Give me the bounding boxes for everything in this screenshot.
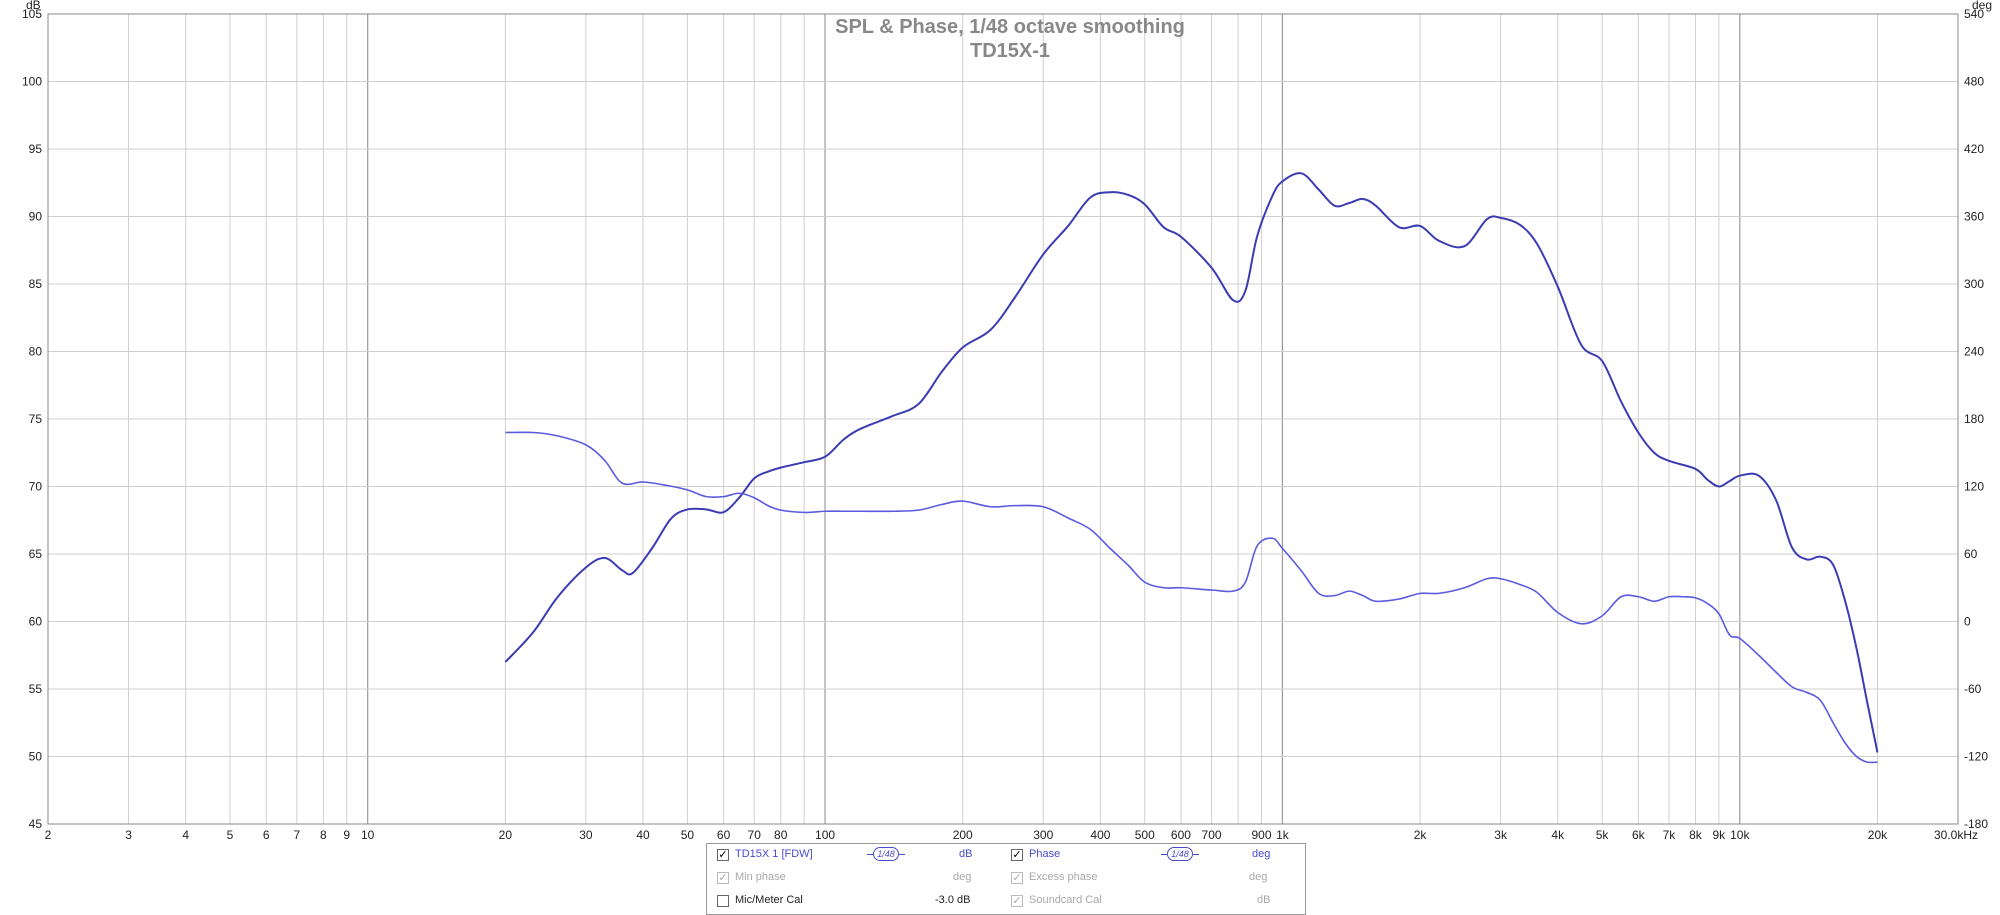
- y-right-tick-label: 180: [1964, 412, 1984, 426]
- y-left-tick-label: 105: [22, 7, 42, 21]
- y-right-tick-label: -60: [1964, 682, 1982, 696]
- soundcard-cal-label: Soundcard Cal: [1029, 894, 1102, 906]
- x-tick-label: 7: [293, 828, 300, 842]
- x-tick-label: 5: [227, 828, 234, 842]
- y-right-tick-label: 360: [1964, 210, 1984, 224]
- y-left-tick-label: 90: [29, 210, 43, 224]
- y-left-tick-label: 70: [29, 480, 43, 494]
- min-phase-checkbox[interactable]: ✓: [717, 872, 729, 884]
- x-tick-label: 6k: [1632, 828, 1646, 842]
- mic-cal-checkbox[interactable]: [717, 895, 729, 907]
- x-tick-label: 100: [815, 828, 835, 842]
- y-left-tick-label: 80: [29, 345, 43, 359]
- mic-cal-value: -3.0 dB: [935, 894, 971, 906]
- chart-subtitle: TD15X-1: [970, 40, 1050, 62]
- phase-unit: deg: [1252, 848, 1271, 860]
- x-tick-label: 400: [1090, 828, 1110, 842]
- x-tick-label: 60: [717, 828, 731, 842]
- x-tick-label: 10k: [1730, 828, 1750, 842]
- x-tick-label: 20k: [1868, 828, 1888, 842]
- legend-panel: ✓ TD15X 1 [FDW] 1/48 dB ✓ Phase 1/48 deg…: [706, 843, 1306, 915]
- min-phase-unit: deg: [953, 871, 972, 883]
- phase-checkbox[interactable]: ✓: [1011, 849, 1023, 861]
- spl-phase-chart: 2 3 4 5 6 7 8 9 10 20 30 40 50 60 70 80 100 200 300 400 500 6…: [22, 0, 1992, 842]
- x-tick-label: 5k: [1596, 828, 1610, 842]
- y-right-tick-label: 420: [1964, 142, 1984, 156]
- y-right-tick-label: 120: [1964, 480, 1984, 494]
- right-axis-unit: deg: [1972, 0, 1992, 12]
- spl-unit: dB: [959, 848, 973, 860]
- excess-phase-label: Excess phase: [1029, 871, 1098, 883]
- y-left-tick-label: 95: [29, 142, 43, 156]
- x-tick-label: 2: [45, 828, 52, 842]
- y-right-tick-label: 540: [1964, 7, 1984, 21]
- x-tick-label: 300: [1033, 828, 1053, 842]
- x-tick-label: 600: [1171, 828, 1191, 842]
- x-tick-label: 80: [774, 828, 788, 842]
- x-tick-label: 1k: [1276, 828, 1290, 842]
- y-left-tick-label: 45: [29, 817, 43, 831]
- y-left-tick-label: 60: [29, 615, 43, 629]
- y-left-tick-label: 85: [29, 277, 43, 291]
- y-right-tick-label: 0: [1964, 615, 1971, 629]
- x-tick-label: 8: [320, 828, 327, 842]
- x-tick-label: 8k: [1689, 828, 1703, 842]
- phase-label: Phase: [1029, 848, 1061, 860]
- x-tick-label: 40: [636, 828, 650, 842]
- soundcard-cal-checkbox[interactable]: ✓: [1011, 895, 1023, 907]
- x-tick-label: 6: [263, 828, 270, 842]
- x-tick-label: 500: [1135, 828, 1155, 842]
- phase-smoothing-badge[interactable]: 1/48: [1161, 847, 1199, 861]
- x-tick-label: 70: [748, 828, 762, 842]
- y-right-tick-label: 60: [1964, 547, 1978, 561]
- y-right-tick-label: 480: [1964, 75, 1984, 89]
- y-left-tick-label: 100: [22, 75, 42, 89]
- x-tick-label: 3k: [1494, 828, 1508, 842]
- spl-checkbox[interactable]: ✓: [717, 849, 729, 861]
- x-tick-label: 9: [343, 828, 350, 842]
- excess-phase-unit: deg: [1249, 871, 1268, 883]
- y-right-tick-label: -180: [1964, 817, 1988, 831]
- phase-series-line: [505, 431, 1878, 764]
- chart-title: SPL & Phase, 1/48 octave smoothing: [835, 16, 1185, 38]
- y-right-tick-label: 240: [1964, 345, 1984, 359]
- x-tick-label: 30.0kHz: [1934, 828, 1978, 842]
- x-tick-label: 10: [361, 828, 375, 842]
- spl-series-line: [504, 172, 1879, 753]
- spl-smoothing-badge[interactable]: 1/48: [867, 847, 905, 861]
- legend-row-spl: ✓ TD15X 1 [FDW] 1/48 dB ✓ Phase 1/48 deg: [707, 844, 1305, 866]
- left-axis-unit: dB: [26, 0, 41, 12]
- x-tick-label: 30: [579, 828, 593, 842]
- y-left-tick-label: 75: [29, 412, 43, 426]
- y-left-tick-label: 50: [29, 750, 43, 764]
- plot-frame: [47, 13, 1959, 825]
- x-tick-label: 4k: [1551, 828, 1565, 842]
- y-left-tick-label: 55: [29, 682, 43, 696]
- legend-row-cal: Mic/Meter Cal -3.0 dB ✓ Soundcard Cal dB: [707, 890, 1305, 912]
- spl-label: TD15X 1 [FDW]: [735, 848, 813, 860]
- tick-labels: 2 3 4 5 6 7 8 9 10 20 30 40 50 60 70 80 100 200 300 400 500 6…: [22, 7, 1988, 842]
- min-phase-label: Min phase: [735, 871, 786, 883]
- x-tick-label: 2k: [1414, 828, 1428, 842]
- x-tick-label: 3: [125, 828, 132, 842]
- y-right-tick-label: 300: [1964, 277, 1984, 291]
- x-tick-label: 200: [953, 828, 973, 842]
- x-tick-label: 50: [681, 828, 695, 842]
- x-tick-label: 900: [1251, 828, 1271, 842]
- x-tick-label: 700: [1202, 828, 1222, 842]
- legend-row-min-phase: ✓ Min phase deg ✓ Excess phase deg: [707, 867, 1305, 889]
- series-group: [504, 172, 1879, 764]
- soundcard-cal-unit: dB: [1257, 894, 1271, 906]
- x-tick-label: 4: [182, 828, 189, 842]
- y-left-tick-label: 65: [29, 547, 43, 561]
- excess-phase-checkbox[interactable]: ✓: [1011, 872, 1023, 884]
- y-right-tick-label: -120: [1964, 750, 1988, 764]
- x-tick-label: 9k: [1713, 828, 1727, 842]
- x-tick-label: 20: [499, 828, 513, 842]
- grid-lines: [47, 13, 1959, 825]
- x-tick-label: 7k: [1663, 828, 1677, 842]
- mic-cal-label: Mic/Meter Cal: [735, 894, 803, 906]
